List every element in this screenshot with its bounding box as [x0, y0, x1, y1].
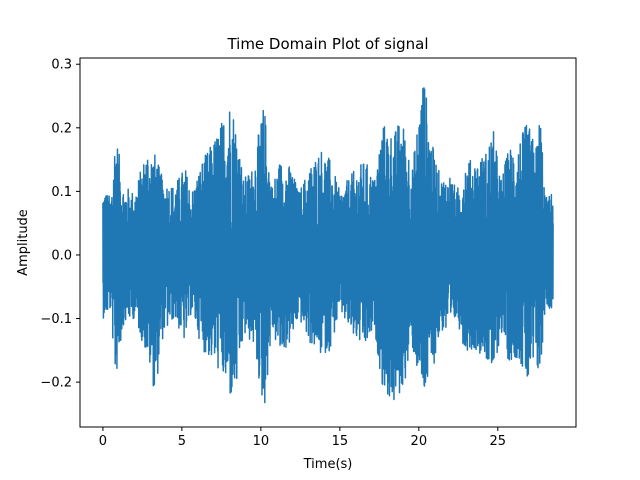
x-tick-label: 5 [178, 434, 186, 449]
x-tick-label: 10 [253, 434, 270, 449]
x-tick-label: 25 [490, 434, 507, 449]
x-axis: 0 5 10 15 20 25 [99, 427, 506, 449]
x-axis-title: Time(s) [303, 457, 353, 472]
y-tick-label: −0.1 [40, 312, 72, 327]
signal-series-line [102, 87, 554, 404]
x-tick-label: 15 [332, 434, 349, 449]
y-tick-label: 0.0 [51, 248, 72, 263]
axes-frame [79, 57, 577, 428]
y-tick-label: 0.1 [51, 185, 72, 200]
x-tick-label: 20 [411, 434, 428, 449]
plot-area [102, 87, 554, 404]
y-tick-label: 0.2 [51, 121, 72, 136]
chart-title: Time Domain Plot of signal [226, 35, 428, 53]
y-axis: −0.2 −0.1 0.0 0.1 0.2 0.3 [40, 58, 80, 391]
y-tick-label: 0.3 [51, 58, 72, 73]
y-axis-title: Amplitude [16, 209, 31, 276]
y-tick-label: −0.2 [40, 376, 72, 391]
x-tick-label: 0 [99, 434, 107, 449]
